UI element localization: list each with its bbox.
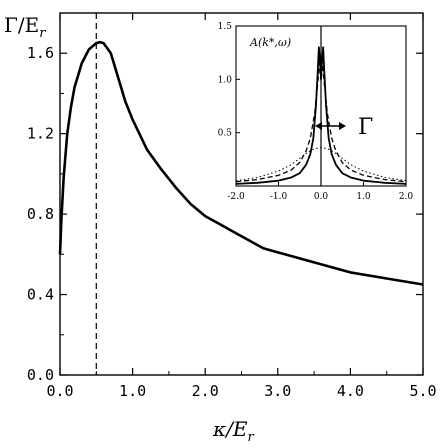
inset-x-tick-label: 1.0: [356, 192, 371, 202]
x-tick-label: 0.0: [46, 382, 73, 400]
inset-y-tick-label: 0.5: [218, 129, 233, 139]
x-tick-label: 4.0: [337, 382, 364, 400]
main-curve: [58, 40, 424, 286]
y-tick-label: 0.4: [27, 286, 54, 304]
inset-title: A(k*,ω): [249, 36, 291, 49]
inset-x-tick-label: 0.0: [314, 192, 329, 202]
inset-curves: [235, 46, 407, 185]
gamma-annotation: Γ: [358, 115, 373, 140]
width-arrow-right-head: [339, 122, 346, 130]
inset-x-tick-label: -1.0: [270, 192, 288, 202]
main-tick-labels: 0.0 1.0 2.0 3.0 4.0 5.0 0.0 0.4 0.8 1.2 1.6: [27, 44, 437, 400]
main-chart: 0.0 1.0 2.0 3.0 4.0 5.0 0.0 0.4 0.8 1.2 1.6 Γ/Er κ…: [4, 12, 437, 445]
inset-curve-dotted: [235, 147, 407, 182]
inset-x-tick-label: 2.0: [399, 192, 414, 202]
width-arrow: [315, 122, 346, 130]
inset-y-tick-label: 1.0: [218, 75, 233, 85]
width-arrow-left-head: [315, 122, 322, 130]
x-tick-label: 3.0: [264, 382, 291, 400]
x-tick-label: 5.0: [409, 382, 436, 400]
y-tick-label: 0.8: [27, 205, 54, 223]
x-axis-label: κ/Er: [212, 417, 254, 445]
inset-tick-labels: -2.0 -1.0 0.0 1.0 2.0 0.5 1.0 1.5: [218, 22, 414, 202]
y-tick-label: 1.6: [27, 44, 54, 62]
y-tick-label: 1.2: [27, 125, 54, 143]
y-axis-label: Γ/Er: [4, 13, 46, 41]
inset-ticks: [235, 25, 407, 186]
inset-curve-dashed: [235, 57, 407, 183]
inset-y-tick-label: 1.5: [218, 22, 233, 32]
inset-curve-solid: [235, 46, 407, 185]
x-tick-label: 1.0: [119, 382, 146, 400]
y-tick-label: 0.0: [27, 366, 54, 384]
x-tick-label: 2.0: [192, 382, 219, 400]
inset-x-tick-label: -2.0: [227, 192, 245, 202]
inset-chart: -2.0 -1.0 0.0 1.0 2.0 0.5 1.0 1.5 A(k*,ω) Γ: [218, 22, 414, 202]
